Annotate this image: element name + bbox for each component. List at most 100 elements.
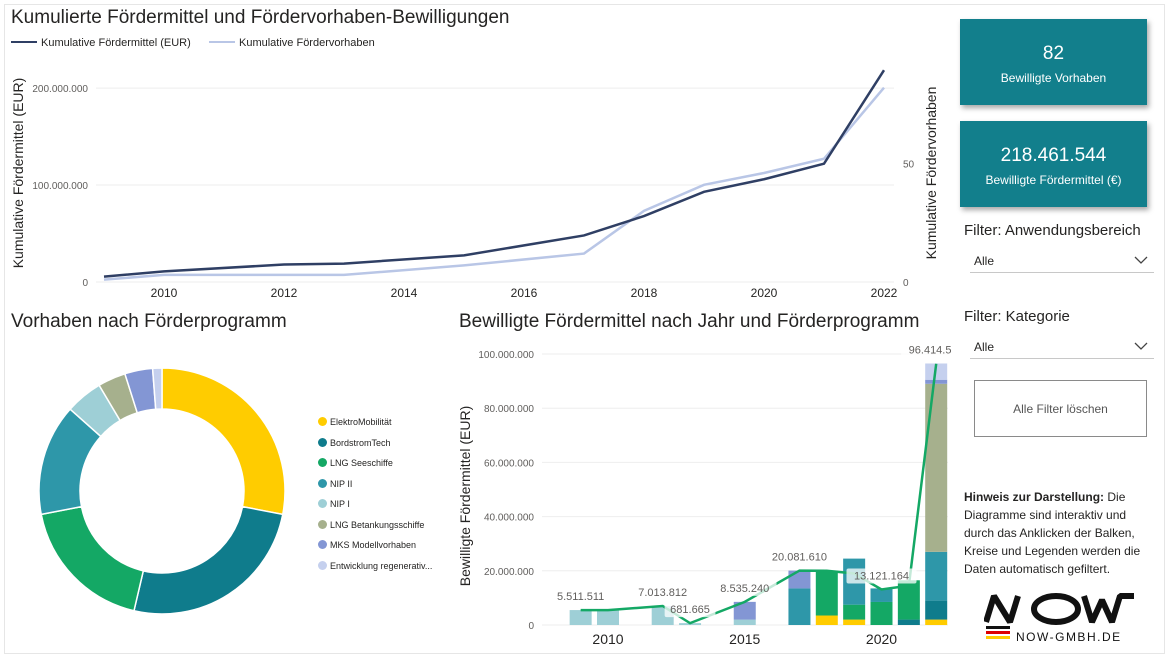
- legend-dot: [318, 560, 327, 570]
- hint-text: Hinweis zur Darstellung: Die Diagramme s…: [964, 488, 1154, 578]
- x-tick-label: 2010: [592, 631, 623, 647]
- y-tick-label: 80.000.000: [484, 404, 534, 415]
- bar-segment: [925, 619, 948, 625]
- y-tick-label: 20.000.000: [484, 567, 534, 578]
- data-label-bg: [630, 584, 695, 600]
- x-tick-label: 2012: [271, 286, 298, 300]
- legend-label: ElektroMobilität: [330, 417, 392, 427]
- y-tick-label: 0: [82, 278, 88, 289]
- donut-slice: [161, 367, 286, 516]
- data-label-bg: [712, 580, 777, 596]
- filter-label-application: Filter: Anwendungsbereich: [964, 222, 1141, 239]
- bar-segment: [925, 383, 948, 552]
- bar-segment: [815, 615, 838, 625]
- legend-dot: [318, 417, 327, 426]
- legend-label: Kumulative Fördervorhaben: [239, 37, 375, 49]
- logo-bar-red: [986, 631, 1010, 634]
- data-label: 681.665: [670, 604, 710, 616]
- x-tick-label: 2016: [511, 286, 538, 300]
- bar-chart-title: Bewilligte Fördermittel nach Jahr und Fö…: [459, 311, 920, 332]
- y-tick-label: 100.000.000: [478, 350, 534, 361]
- y2-tick-label: 0: [903, 278, 909, 289]
- cumulative-line-chart[interactable]: 0100.000.000200.000.00005010020102012201…: [0, 55, 950, 305]
- y-axis-label: Kumulative Fördermittel (EUR): [10, 78, 26, 269]
- logo-n-stroke: [984, 594, 1021, 624]
- donut-legend-item[interactable]: NIP II: [318, 478, 352, 489]
- legend-label: Entwicklung regenerativ...: [330, 560, 433, 571]
- data-label-bg: [664, 602, 716, 618]
- bar-segment: [925, 600, 948, 620]
- bar-segment: [843, 619, 866, 625]
- bar-segment: [597, 610, 619, 625]
- program-donut-chart[interactable]: [38, 366, 294, 616]
- kpi-label: Bewilligte Fördermittel (€): [985, 173, 1122, 187]
- kpi-value: 218.461.544: [1000, 145, 1107, 166]
- donut-slice: [133, 505, 284, 615]
- donut-slice: [151, 367, 163, 411]
- data-label-bg: [548, 589, 613, 605]
- legend-swatch: [11, 41, 37, 43]
- line-legend-item-2[interactable]: Kumulative Fördervorhaben: [209, 37, 375, 49]
- data-label: 5.511.511: [557, 591, 604, 603]
- filter-label-category: Filter: Kategorie: [964, 308, 1070, 325]
- donut-legend-item[interactable]: ElektroMobilität: [318, 417, 392, 427]
- donut-legend-item[interactable]: NIP I: [318, 499, 350, 509]
- funding-bar-chart[interactable]: 0 20.000.000 40.000.000 60.000.000 80.000.00…: [452, 338, 952, 654]
- clear-filters-button[interactable]: Alle Filter löschen: [974, 380, 1147, 437]
- chevron-down-icon: [1134, 342, 1148, 350]
- x-tick-label: 2014: [391, 286, 418, 300]
- legend-label: MKS Modellvorhaben: [330, 540, 417, 550]
- bar-segment: [897, 619, 920, 625]
- donut-legend-item[interactable]: BordstromTech: [318, 437, 391, 448]
- line-legend-item-1[interactable]: Kumulative Fördermittel (EUR): [11, 37, 191, 49]
- x-tick-label: 2020: [751, 286, 778, 300]
- logo-bar-black: [986, 626, 1010, 629]
- donut-chart-title: Vorhaben nach Förderprogramm: [11, 311, 287, 332]
- x-tick-label: 2015: [729, 631, 760, 647]
- y-axis-label: Bewilligte Fördermittel (EUR): [457, 406, 473, 586]
- hint-body: Die Diagramme sind interaktiv und durch …: [964, 490, 1141, 576]
- data-label: 96.414.599: [909, 345, 952, 357]
- kpi-label: Bewilligte Vorhaben: [1000, 71, 1107, 85]
- bar-segment: [870, 588, 893, 602]
- legend-swatch: [209, 41, 235, 43]
- logo-o-stroke: [1031, 593, 1081, 625]
- legend-dot: [318, 437, 327, 447]
- donut-legend-item[interactable]: LNG Seeschiffe: [318, 458, 393, 468]
- bar-segment: [925, 551, 948, 601]
- x-tick-label: 2022: [871, 286, 898, 300]
- donut-legend-item[interactable]: Entwicklung regenerativ...: [318, 560, 433, 571]
- y-tick-label: 0: [528, 621, 534, 632]
- y2-axis-label: Kumulative Fördervorhaben: [923, 87, 939, 260]
- y-tick-label: 60.000.000: [484, 458, 534, 469]
- logo-w-stroke: [1081, 593, 1134, 624]
- series-line-projects: [103, 86, 885, 281]
- data-label: 20.081.610: [772, 552, 827, 564]
- legend-label: BordstromTech: [330, 437, 391, 448]
- bar-segment: [788, 588, 811, 625]
- y-tick-label: 100.000.000: [32, 181, 88, 192]
- logo-subtitle: NOW-GMBH.DE: [1016, 630, 1122, 644]
- y-tick-label: 40.000.000: [484, 513, 534, 524]
- donut-legend-item[interactable]: LNG Betankungsschiffe: [318, 519, 424, 530]
- bar-segment: [843, 604, 866, 620]
- series-line-funding: [103, 69, 886, 278]
- application-area-dropdown[interactable]: Alle: [970, 249, 1154, 273]
- chevron-down-icon: [1134, 256, 1148, 264]
- legend-dot: [318, 458, 327, 467]
- legend-dot: [318, 478, 327, 488]
- donut-legend-item[interactable]: MKS Modellvorhaben: [318, 540, 416, 550]
- dropdown-value: Alle: [974, 340, 995, 354]
- kpi-card-funding: 218.461.544 Bewilligte Fördermittel (€): [960, 121, 1147, 207]
- total-line: [580, 363, 938, 625]
- data-label: 7.013.812: [638, 587, 687, 599]
- category-dropdown[interactable]: Alle: [970, 335, 1154, 359]
- data-label-bg: [764, 549, 835, 565]
- line-chart-title: Kumulierte Fördermittel und Fördervorhab…: [11, 7, 510, 28]
- kpi-card-projects: 82 Bewilligte Vorhaben: [960, 19, 1147, 105]
- button-label: Alle Filter löschen: [1013, 401, 1108, 416]
- x-tick-label: 2010: [151, 286, 178, 300]
- bar-segment: [733, 619, 756, 625]
- legend-dot: [318, 540, 327, 549]
- report-canvas: [4, 4, 1165, 654]
